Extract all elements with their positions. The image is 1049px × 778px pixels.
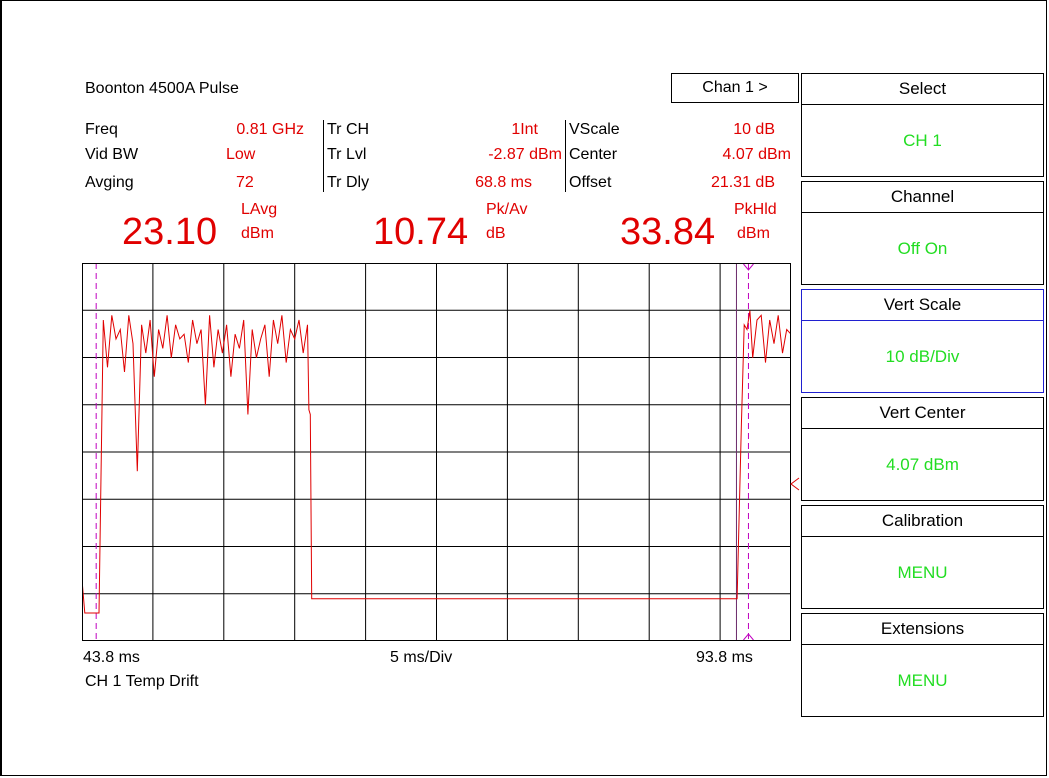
- trace-label: CH 1 Temp Drift: [85, 673, 199, 690]
- softkey-value: Off On: [897, 238, 948, 258]
- softkey-vert-center[interactable]: Vert Center 4.07 dBm: [801, 397, 1044, 501]
- marker-bottom-icon: [743, 633, 754, 641]
- readout-value: 23.10: [122, 211, 218, 253]
- param-value: 10 dB: [733, 121, 775, 138]
- x-axis-end: 93.8 ms: [696, 649, 753, 666]
- param-label: Freq: [85, 121, 118, 138]
- softkey-label: Calibration: [802, 506, 1043, 537]
- param-value: 0.81 GHz: [236, 121, 304, 138]
- param-value: Low: [226, 146, 256, 163]
- param-value: 72: [236, 174, 254, 191]
- softkey-value: CH 1: [903, 130, 942, 150]
- param-value: 68.8 ms: [475, 174, 532, 191]
- softkey-label: Vert Scale: [802, 290, 1043, 321]
- column-divider: [323, 120, 324, 192]
- softkey-channel[interactable]: Channel Off On: [801, 181, 1044, 285]
- softkey-value: 10 dB/Div: [885, 346, 960, 366]
- x-axis-scale: 5 ms/Div: [390, 649, 453, 666]
- param-value: 4.07 dBm: [722, 146, 791, 163]
- param-label: Tr CH: [327, 121, 370, 138]
- param-label: Avging: [85, 174, 134, 191]
- trace-line: [82, 310, 791, 614]
- param-label: Vid BW: [85, 146, 139, 163]
- marker-top-icon: [743, 263, 754, 271]
- softkey-calibration[interactable]: Calibration MENU: [801, 505, 1044, 609]
- param-value: -2.87 dBm: [488, 146, 562, 163]
- plot-grid: [82, 263, 791, 641]
- readout-value: 10.74: [373, 211, 469, 253]
- plot-border: [82, 263, 791, 641]
- readout-name: Pk/Av: [486, 201, 528, 218]
- time-markers: [95, 263, 754, 641]
- softkey-value: 4.07 dBm: [886, 454, 959, 474]
- param-label: Tr Lvl: [327, 146, 367, 163]
- softkey-label: Channel: [802, 182, 1043, 213]
- param-label: Offset: [569, 174, 612, 191]
- readout-unit: dBm: [737, 225, 770, 242]
- param-value: 21.31 dB: [710, 174, 775, 191]
- center-reference-arrow-icon: [790, 477, 800, 491]
- param-label: Center: [569, 146, 618, 163]
- softkey-value: MENU: [897, 670, 948, 690]
- param-value: 1Int: [511, 121, 538, 138]
- readout-name: PkHld: [734, 201, 777, 218]
- channel-button[interactable]: Chan 1 >: [671, 73, 799, 103]
- softkey-label: Extensions: [802, 614, 1043, 645]
- softkey-select[interactable]: Select CH 1: [801, 73, 1044, 177]
- readout-value: 33.84: [620, 211, 716, 253]
- readout-unit: dBm: [241, 225, 274, 242]
- x-axis-start: 43.8 ms: [83, 649, 140, 666]
- softkey-label: Select: [802, 74, 1043, 105]
- instrument-title: Boonton 4500A Pulse: [85, 80, 239, 97]
- softkey-value: MENU: [897, 562, 948, 582]
- column-divider: [565, 120, 566, 192]
- param-label: Tr Dly: [327, 174, 370, 191]
- readout-unit: dB: [486, 225, 506, 242]
- param-label: VScale: [569, 121, 620, 138]
- softkey-label: Vert Center: [802, 398, 1043, 429]
- readout-name: LAvg: [241, 201, 278, 218]
- softkey-vert-scale[interactable]: Vert Scale 10 dB/Div: [801, 289, 1044, 393]
- softkey-extensions[interactable]: Extensions MENU: [801, 613, 1044, 717]
- trace-plot[interactable]: [82, 263, 791, 641]
